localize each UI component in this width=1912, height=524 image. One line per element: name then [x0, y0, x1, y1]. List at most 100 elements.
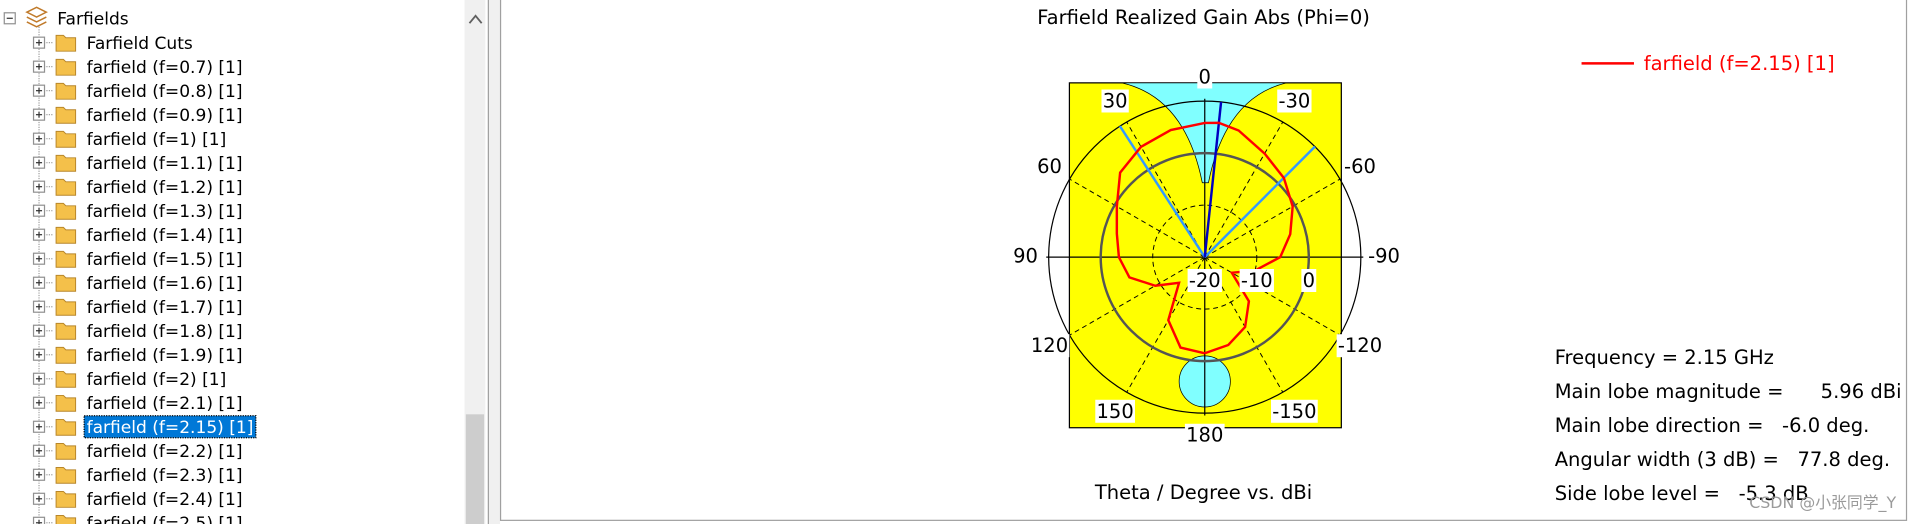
grid-circle	[1099, 151, 1311, 363]
folder-icon	[55, 250, 77, 268]
grid-line	[1126, 121, 1206, 258]
folder-icon	[55, 490, 77, 508]
tree-item[interactable]: farfield (f=1.1) [1]	[87, 154, 243, 174]
chart-title: Farfield Realized Gain Abs (Phi=0)	[1037, 6, 1370, 29]
grid-line	[1204, 178, 1341, 258]
label-background	[1301, 269, 1317, 292]
label-background	[1029, 334, 1070, 358]
angle-tick-label: 0	[1199, 65, 1211, 88]
tree-item[interactable]: farfield (f=2.1) [1]	[87, 394, 243, 414]
beamwidth-line	[1118, 125, 1206, 258]
folder-icon	[55, 58, 77, 76]
info-line: Main lobe magnitude = 5.96 dBi	[1555, 380, 1902, 403]
axis-label: Theta / Degree vs. dBi	[1094, 481, 1312, 504]
folder-icon	[55, 394, 77, 412]
tree-item[interactable]: farfield (f=2.4) [1]	[87, 490, 243, 510]
labels: 0 30 60 90 120 150 180 -150 -120 -90 -60 -30 -20 -10 0	[1011, 65, 1402, 447]
label-background	[1271, 399, 1318, 423]
angle-tick-label: -90	[1368, 245, 1400, 268]
folder-icon	[55, 226, 77, 244]
folder-icon	[55, 298, 77, 316]
angle-tick-label: 150	[1097, 400, 1134, 423]
grid-line	[1069, 256, 1205, 336]
marks	[1115, 101, 1316, 355]
info-line: Main lobe direction = -6.0 deg.	[1555, 414, 1870, 437]
tree-item[interactable]: farfield (f=1.9) [1]	[87, 346, 243, 366]
tree-item[interactable]: farfield (f=2.15) [1]	[87, 418, 254, 438]
farfield-icon	[25, 6, 48, 28]
angle-tick-label: 120	[1031, 334, 1068, 357]
folder-icon	[55, 442, 77, 460]
folder-icon	[55, 322, 77, 340]
tree-item[interactable]: farfield (f=1.4) [1]	[87, 226, 243, 246]
folder-icon	[55, 178, 77, 196]
angle-tick-label: -150	[1272, 400, 1316, 423]
folder-icon	[55, 346, 77, 364]
label-background	[1277, 89, 1312, 113]
folder-icon	[55, 154, 77, 172]
tree-item[interactable]: farfield (f=0.8) [1]	[87, 82, 243, 102]
grid-line	[1069, 178, 1205, 258]
tree-root[interactable]: Farfields	[57, 10, 128, 30]
grid-line	[1204, 256, 1341, 336]
main-lobe-line	[1203, 101, 1223, 258]
angle-tick-label: 60	[1037, 155, 1062, 178]
folder-icon	[55, 514, 77, 524]
scroll-thumb[interactable]	[465, 414, 485, 524]
label-background	[1101, 89, 1129, 113]
scrollbar[interactable]	[464, 0, 486, 524]
angle-tick-label: 30	[1103, 89, 1128, 112]
tree-item[interactable]: farfield (f=1) [1]	[87, 130, 227, 150]
label-background	[1342, 155, 1378, 179]
info-line: Angular width (3 dB) = 77.8 deg.	[1555, 448, 1890, 471]
folder-icon	[55, 418, 77, 436]
folder-icon	[55, 82, 77, 100]
tree-item[interactable]: farfield (f=2.3) [1]	[87, 466, 243, 486]
radial-tick-label: 0	[1303, 269, 1315, 292]
tree-item[interactable]: farfield (f=0.7) [1]	[87, 58, 243, 78]
tree-item[interactable]: farfield (f=1.7) [1]	[87, 298, 243, 318]
tree-item[interactable]: farfield (f=1.3) [1]	[87, 202, 243, 222]
folder-icon	[55, 106, 77, 124]
folder-icon	[55, 34, 77, 52]
grid-circle	[1152, 204, 1258, 310]
label-background	[1366, 244, 1402, 268]
tree-item[interactable]: Farfield Cuts	[87, 34, 193, 54]
tree-item[interactable]: farfield (f=1.6) [1]	[87, 274, 243, 294]
folder-icon	[55, 202, 77, 220]
legend-entry: farfield (f=2.15) [1]	[1644, 52, 1835, 75]
tree-item[interactable]: farfield (f=2.2) [1]	[87, 442, 243, 462]
radial-tick-label: -20	[1189, 269, 1221, 292]
tree-item[interactable]: farfield (f=1.5) [1]	[87, 250, 243, 270]
angle-tick-label: -30	[1278, 89, 1310, 112]
grid-line	[1204, 121, 1284, 258]
label-background	[1035, 155, 1064, 179]
tree-item[interactable]: farfield (f=1.8) [1]	[87, 322, 243, 342]
tree-item[interactable]: farfield (f=0.9) [1]	[87, 106, 243, 126]
angle-tick-label: 180	[1186, 424, 1223, 447]
folder-icon	[55, 274, 77, 292]
info-box: Frequency = 2.15 GHz Main lobe magnitude …	[1555, 346, 1902, 505]
label-background	[1336, 334, 1384, 358]
tree: Farfields Farfield Cuts farfield (f=0.7) […	[3, 6, 257, 524]
selection-highlight[interactable]	[83, 415, 257, 439]
folder-icon	[55, 466, 77, 484]
tree-item[interactable]: farfield (f=2) [1]	[87, 370, 227, 390]
tree-item[interactable]: farfield (f=1.2) [1]	[87, 178, 243, 198]
outer-circle	[1048, 100, 1362, 414]
angle-tick-label: -60	[1344, 155, 1376, 178]
scroll-up-arrow[interactable]	[468, 14, 483, 24]
label-background	[1187, 269, 1222, 292]
label-background	[1184, 423, 1225, 447]
angle-tick-label: 90	[1013, 245, 1038, 268]
info-line: Frequency = 2.15 GHz	[1555, 346, 1774, 369]
label-background	[1011, 244, 1040, 268]
polar-plot: 0 30 60 90 120 150 180 -150 -120 -90 -60 -30 -20 -10 0	[1011, 65, 1402, 447]
radial-tick-label: -10	[1241, 269, 1273, 292]
info-line: Side lobe level = -5.3 dB	[1555, 482, 1809, 505]
tree-item[interactable]: farfield (f=2.5) [1]	[87, 514, 243, 524]
watermark: CSDN @小张同学_Y	[1749, 493, 1896, 513]
splitter	[487, 0, 500, 524]
angle-tick-label: -120	[1338, 334, 1382, 357]
